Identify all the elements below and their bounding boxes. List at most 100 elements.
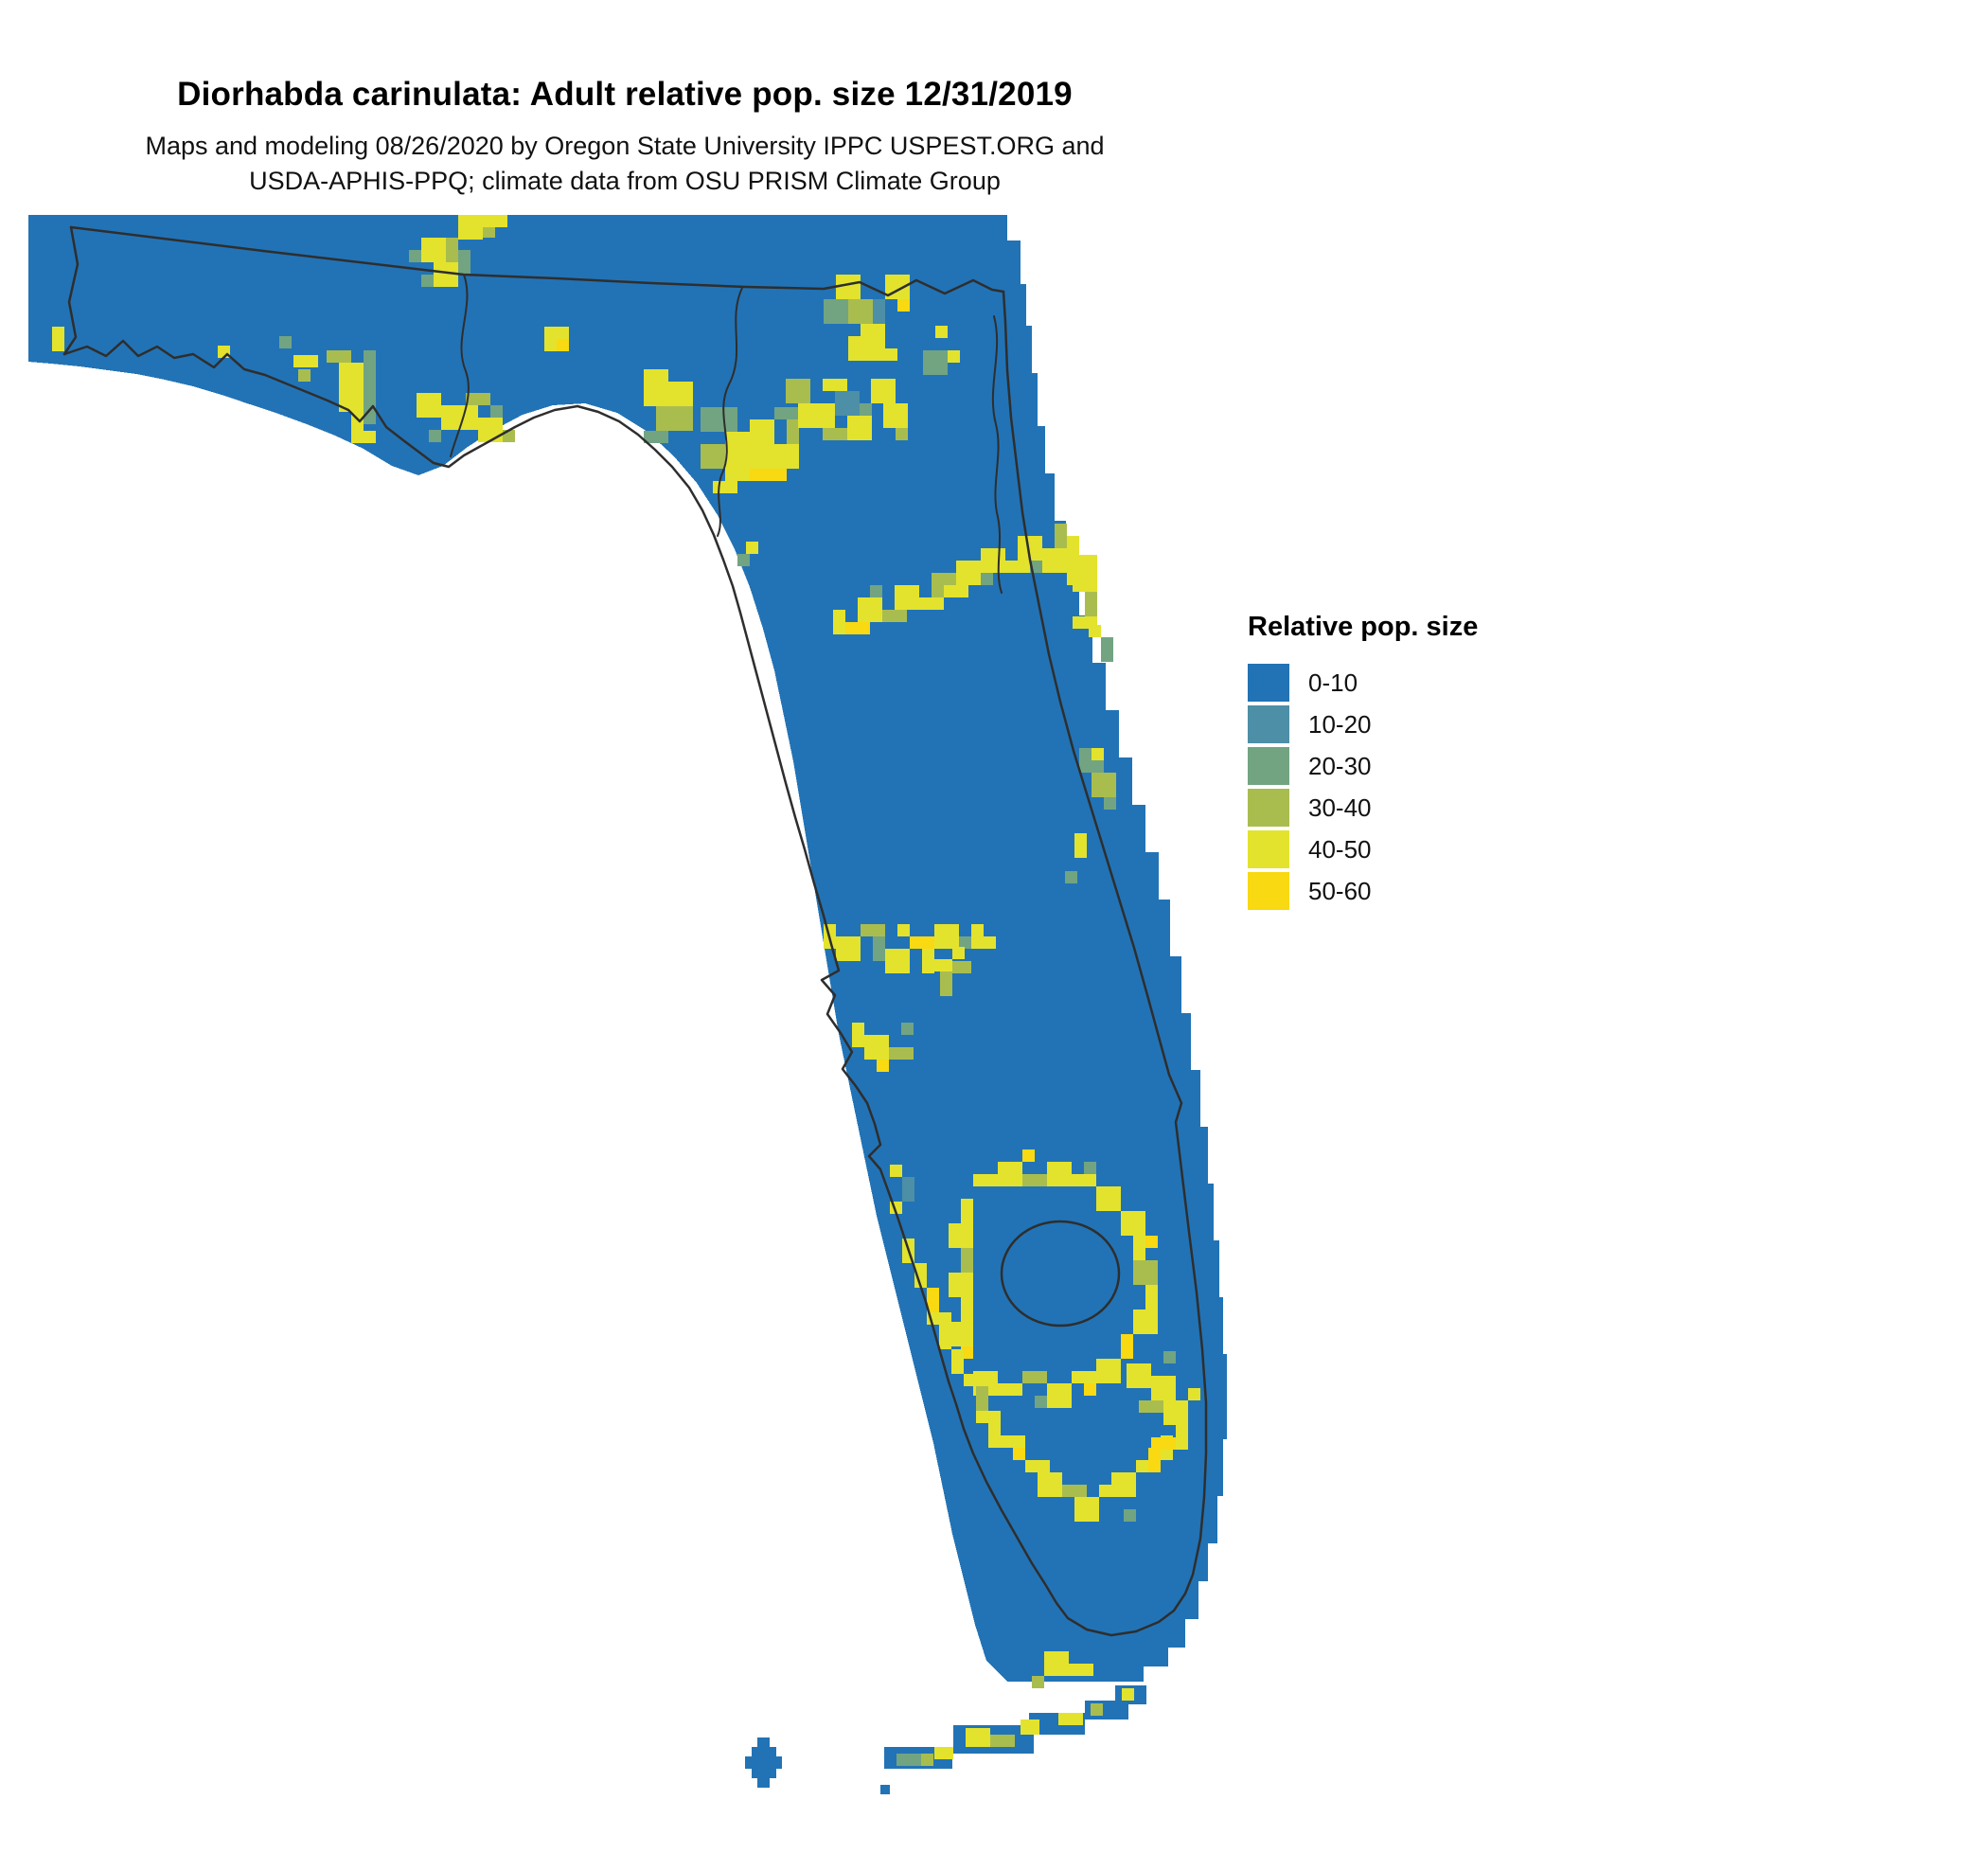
raster-cell (845, 622, 870, 634)
raster-cell (1065, 871, 1077, 883)
raster-cell (976, 1386, 988, 1411)
legend-swatch-10-20 (1248, 705, 1289, 743)
raster-cell (882, 610, 907, 622)
raster-cell (885, 949, 910, 973)
legend-swatch-0-10 (1248, 664, 1289, 702)
raster-cell (1005, 561, 1030, 573)
raster-cell (823, 379, 847, 391)
raster-cell (1073, 555, 1097, 592)
raster-cell (421, 238, 446, 262)
map-subtitle-line1: Maps and modeling 08/26/2020 by Oregon S… (145, 132, 1105, 160)
raster-cell (981, 548, 1005, 573)
raster-cell (949, 1273, 973, 1297)
raster-cell (883, 403, 908, 428)
raster-cell (998, 1162, 1022, 1186)
raster-cell (339, 387, 351, 412)
raster-cell (1163, 1351, 1176, 1363)
legend-label: 30-40 (1308, 793, 1372, 822)
raster-cell (1121, 1334, 1133, 1359)
raster-cell (746, 542, 758, 554)
raster-cell (877, 1060, 889, 1072)
raster-cell (959, 936, 971, 949)
raster-cell (1096, 1359, 1121, 1383)
raster-cell (961, 1346, 973, 1359)
raster-cell (1001, 1435, 1025, 1448)
raster-cell (774, 407, 799, 419)
raster-cell (1127, 1363, 1151, 1388)
raster-cell (928, 959, 952, 971)
map-title: Diorhabda carinulata: Adult relative pop… (177, 76, 1073, 113)
legend-item: 50-60 (1248, 870, 1551, 912)
raster-cell (897, 299, 910, 312)
raster-cell (858, 597, 882, 622)
raster-cell (836, 936, 861, 961)
raster-cell (1089, 625, 1101, 637)
legend-swatch-50-60 (1248, 872, 1289, 910)
raster-cell (644, 431, 668, 443)
raster-cell (860, 403, 872, 416)
raster-cell (725, 469, 750, 481)
raster-cell (1047, 1162, 1072, 1186)
raster-cell (701, 407, 737, 432)
raster-cell (1122, 1688, 1134, 1701)
raster-cell (279, 336, 292, 348)
raster-cell (901, 1023, 914, 1035)
raster-cell (923, 350, 948, 375)
raster-cell (1151, 1437, 1176, 1450)
raster-cell (939, 1325, 951, 1349)
raster-cell (1042, 548, 1067, 573)
raster-cell (478, 418, 503, 442)
raster-cell (873, 299, 885, 324)
raster-cell (952, 947, 965, 959)
raster-cell (644, 369, 668, 406)
raster-islands (745, 1685, 1146, 1794)
raster-cell (971, 924, 984, 949)
raster-cell (1092, 773, 1116, 797)
raster-cell (1176, 1425, 1188, 1450)
lake-okeechobee-outline (1000, 1220, 1121, 1328)
raster-cell (483, 225, 495, 238)
raster-cell (961, 1199, 973, 1223)
raster-cell (949, 1223, 973, 1248)
florida-population-map (27, 212, 1231, 1827)
raster-cell (1044, 1651, 1069, 1676)
raster-cell (880, 1785, 890, 1794)
legend-item: 40-50 (1248, 829, 1551, 870)
raster-cell (1139, 1400, 1163, 1413)
raster-cell (973, 1174, 998, 1186)
legend-swatch-40-50 (1248, 830, 1289, 868)
raster-cell (701, 444, 725, 469)
apalachicola-river (450, 274, 470, 457)
raster-cell (896, 1754, 921, 1766)
raster-cell (835, 391, 860, 416)
raster-cell (745, 1756, 782, 1769)
suwannee-river (717, 287, 743, 537)
raster-cell (998, 1383, 1022, 1396)
raster-cell (1145, 1285, 1158, 1310)
raster-cell (466, 393, 490, 405)
raster-cell (1111, 1472, 1136, 1497)
raster-cell (1062, 1485, 1087, 1497)
raster-cell (852, 1023, 864, 1047)
raster-cell (934, 924, 959, 949)
raster-cell (458, 215, 483, 240)
raster-cell (921, 1754, 933, 1766)
raster-cell (964, 1374, 988, 1386)
raster-cell (823, 428, 847, 440)
raster-cell (951, 1349, 964, 1374)
raster-cell (1121, 1211, 1145, 1236)
raster-cell (1021, 1720, 1039, 1735)
raster-cell (1047, 1383, 1072, 1408)
raster-cell (1074, 1497, 1099, 1522)
legend-label: 50-60 (1308, 876, 1372, 905)
raster-cell (298, 369, 311, 382)
raster-cell (889, 1047, 914, 1060)
raster-cell (1188, 1388, 1200, 1400)
raster-cell (949, 1322, 973, 1346)
raster-cell (864, 1035, 889, 1060)
raster-cell (1069, 1664, 1093, 1676)
raster-cell (750, 469, 787, 481)
raster-cell (483, 215, 507, 227)
raster-cell (1022, 1174, 1047, 1186)
raster-cell (1101, 637, 1113, 662)
